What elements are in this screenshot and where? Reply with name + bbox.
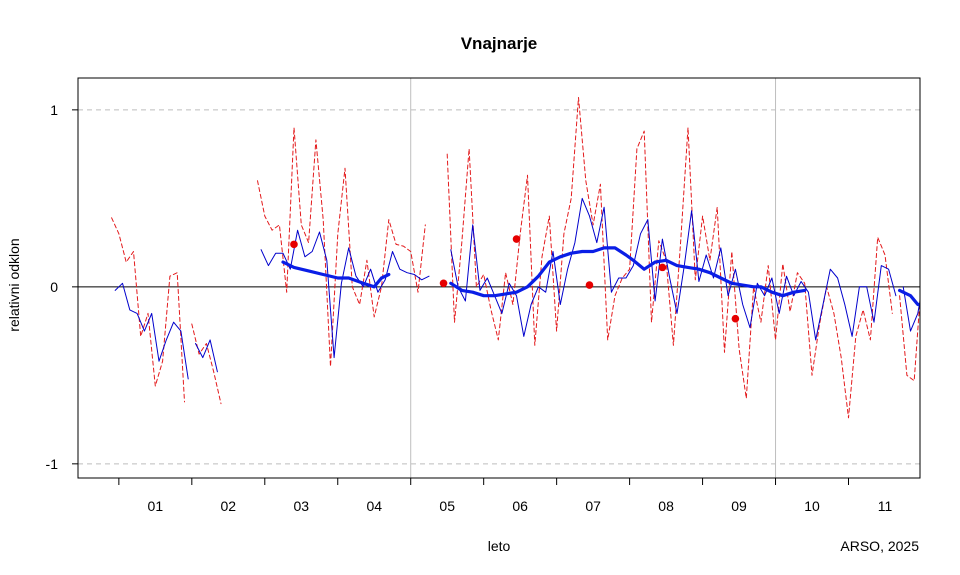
thick-blue-series-line	[281, 260, 391, 289]
x-axis: 01 02 03 04 05 06 07 08 09 10 11	[118, 478, 893, 514]
credit-label: ARSO, 2025	[840, 538, 919, 554]
dashed-red-series-line	[257, 127, 426, 367]
x-tick-label: 10	[804, 498, 820, 514]
data-point	[512, 235, 521, 243]
x-tick-label: 04	[366, 498, 382, 514]
plot-area	[78, 78, 920, 478]
x-axis-label: leto	[488, 538, 511, 554]
x-tick-label: 03	[293, 498, 309, 514]
thin-blue-series-line	[195, 339, 218, 373]
thin-blue-series-line	[902, 286, 920, 332]
y-axis-label: relativni odklon	[6, 238, 22, 331]
data-point	[731, 314, 740, 323]
dashed-red-series-line	[191, 323, 222, 405]
y-tick-label: 0	[50, 279, 58, 295]
x-tick-label: 05	[439, 498, 455, 514]
y-tick-label: -1	[46, 456, 59, 472]
thin-blue-series-line	[260, 229, 430, 359]
dashed-red-series-line	[111, 217, 185, 403]
data-point	[290, 240, 298, 249]
x-tick-label: 11	[878, 498, 893, 514]
dashed-red-series-line	[446, 97, 893, 419]
plot-frame	[77, 77, 921, 479]
thin-blue-series-line	[450, 197, 897, 341]
x-tick-label: 02	[221, 498, 237, 514]
thin-blue-series-line	[114, 282, 189, 380]
dashed-red-series-line	[899, 292, 920, 382]
thick-blue-series-line	[897, 288, 920, 307]
data-point	[585, 281, 594, 289]
x-tick-label: 08	[658, 498, 674, 514]
x-tick-label: 01	[148, 498, 164, 514]
chart-title: Vnajnarje	[461, 34, 538, 53]
data-point	[658, 263, 667, 272]
x-tick-label: 09	[731, 498, 747, 514]
x-tick-label: 06	[512, 498, 528, 514]
data-point	[439, 279, 448, 288]
y-tick-label: 1	[50, 102, 58, 118]
thick-blue-series-line	[449, 246, 807, 298]
y-axis: 1 0 -1	[46, 102, 78, 472]
x-tick-label: 07	[585, 498, 601, 514]
